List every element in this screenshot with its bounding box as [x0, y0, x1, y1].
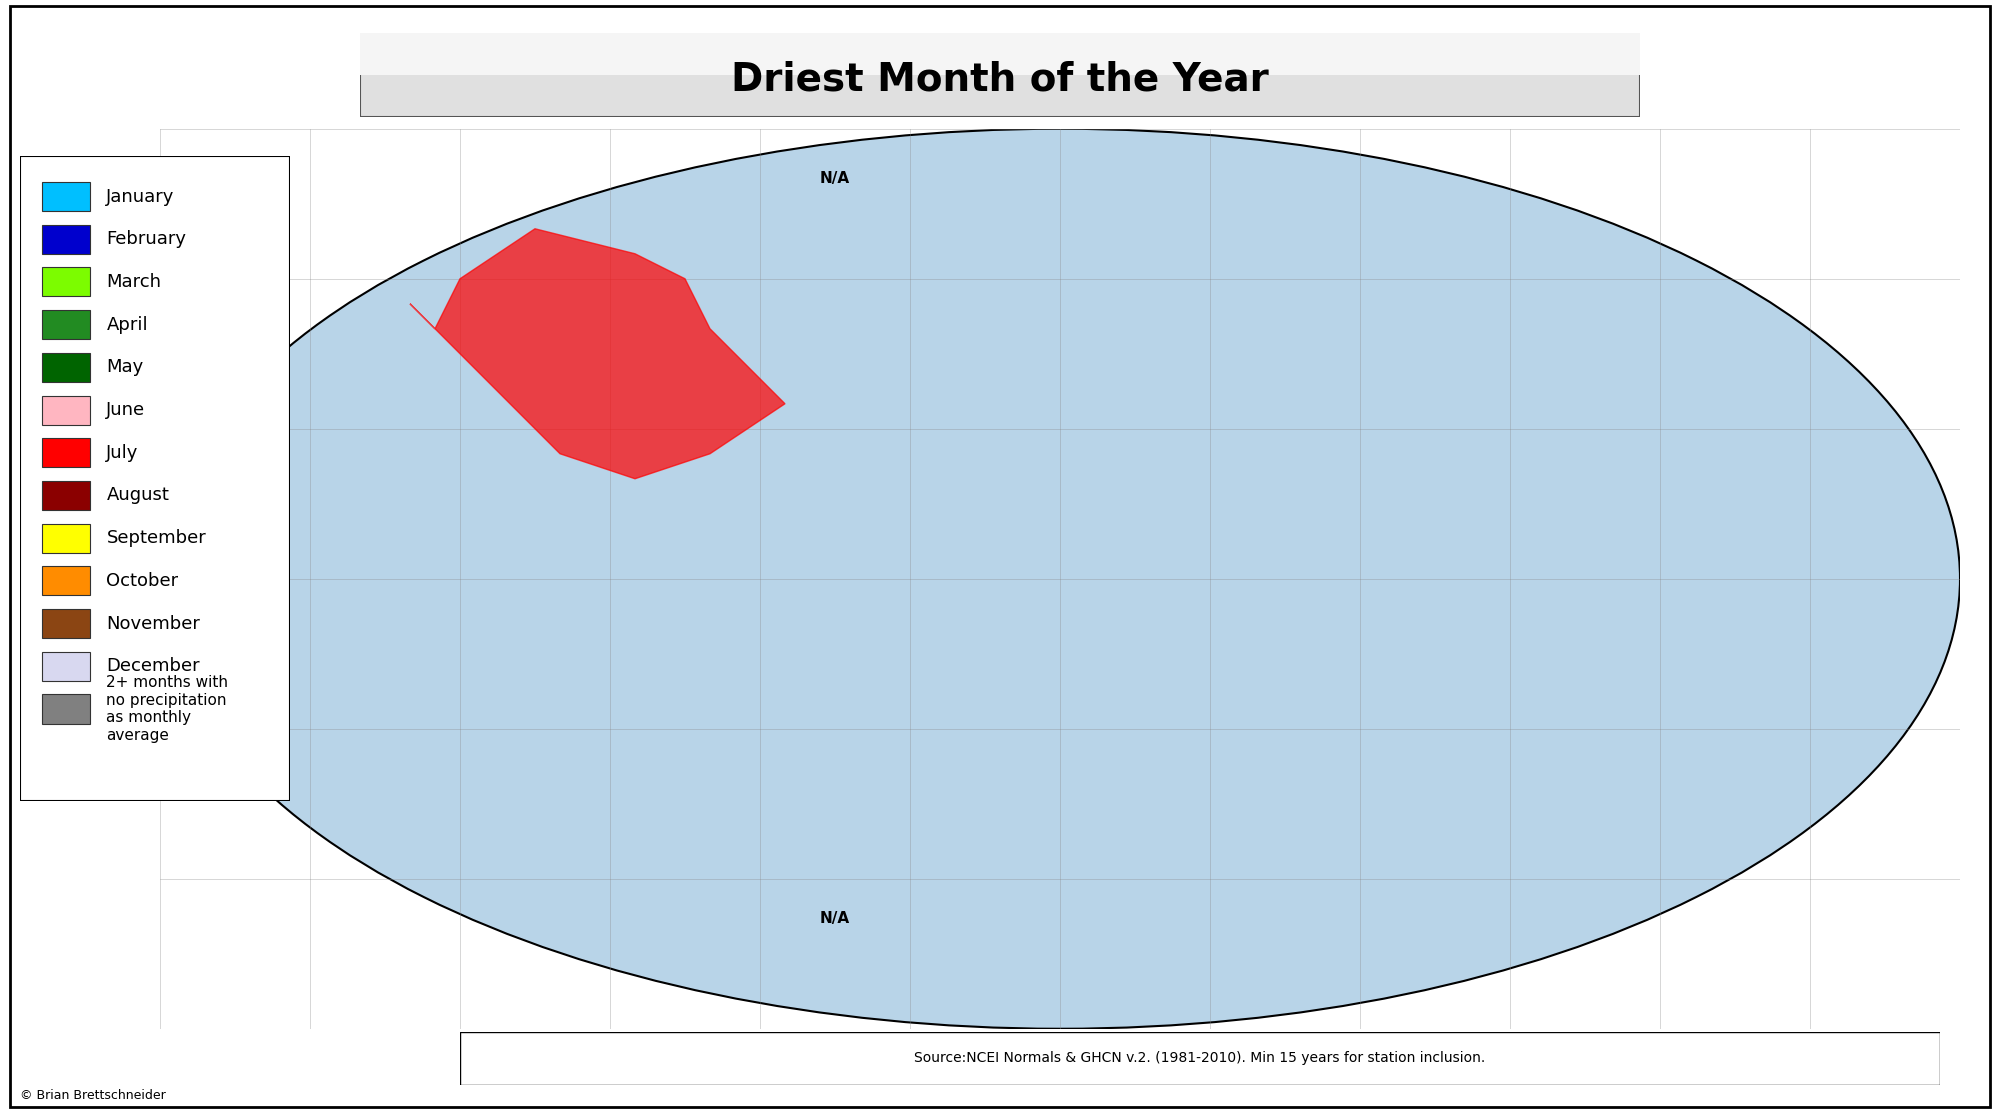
Text: September: September [106, 529, 206, 548]
Text: January: January [106, 187, 174, 206]
Text: 2+ months with
no precipitation
as monthly
average: 2+ months with no precipitation as month… [106, 676, 228, 742]
Text: February: February [106, 230, 186, 248]
Polygon shape [410, 229, 784, 479]
Ellipse shape [160, 129, 1960, 1028]
Text: © Brian Brettschneider: © Brian Brettschneider [20, 1089, 166, 1102]
Text: November: November [106, 614, 200, 632]
Text: N/A: N/A [820, 912, 850, 926]
FancyBboxPatch shape [42, 353, 90, 382]
Text: Driest Month of the Year: Driest Month of the Year [732, 60, 1268, 98]
Text: June: June [106, 401, 146, 420]
FancyBboxPatch shape [360, 33, 1640, 76]
Text: N/A: N/A [820, 171, 850, 186]
FancyBboxPatch shape [42, 609, 90, 638]
FancyBboxPatch shape [360, 33, 1640, 117]
FancyBboxPatch shape [42, 567, 90, 595]
FancyBboxPatch shape [42, 481, 90, 510]
Text: August: August [106, 486, 170, 504]
FancyBboxPatch shape [20, 156, 290, 801]
FancyBboxPatch shape [42, 652, 90, 681]
FancyBboxPatch shape [42, 311, 90, 339]
Text: December: December [106, 658, 200, 676]
Text: July: July [106, 444, 138, 462]
Text: October: October [106, 572, 178, 590]
FancyBboxPatch shape [42, 695, 90, 723]
FancyBboxPatch shape [42, 523, 90, 553]
FancyBboxPatch shape [42, 183, 90, 211]
FancyBboxPatch shape [460, 1032, 1940, 1085]
Text: Source:NCEI Normals & GHCN v.2. (1981-2010). Min 15 years for station inclusion.: Source:NCEI Normals & GHCN v.2. (1981-20… [914, 1052, 1486, 1065]
FancyBboxPatch shape [42, 267, 90, 296]
Text: May: May [106, 358, 144, 376]
FancyBboxPatch shape [42, 225, 90, 254]
Text: March: March [106, 273, 162, 290]
FancyBboxPatch shape [42, 395, 90, 424]
FancyBboxPatch shape [42, 439, 90, 467]
Text: April: April [106, 316, 148, 334]
